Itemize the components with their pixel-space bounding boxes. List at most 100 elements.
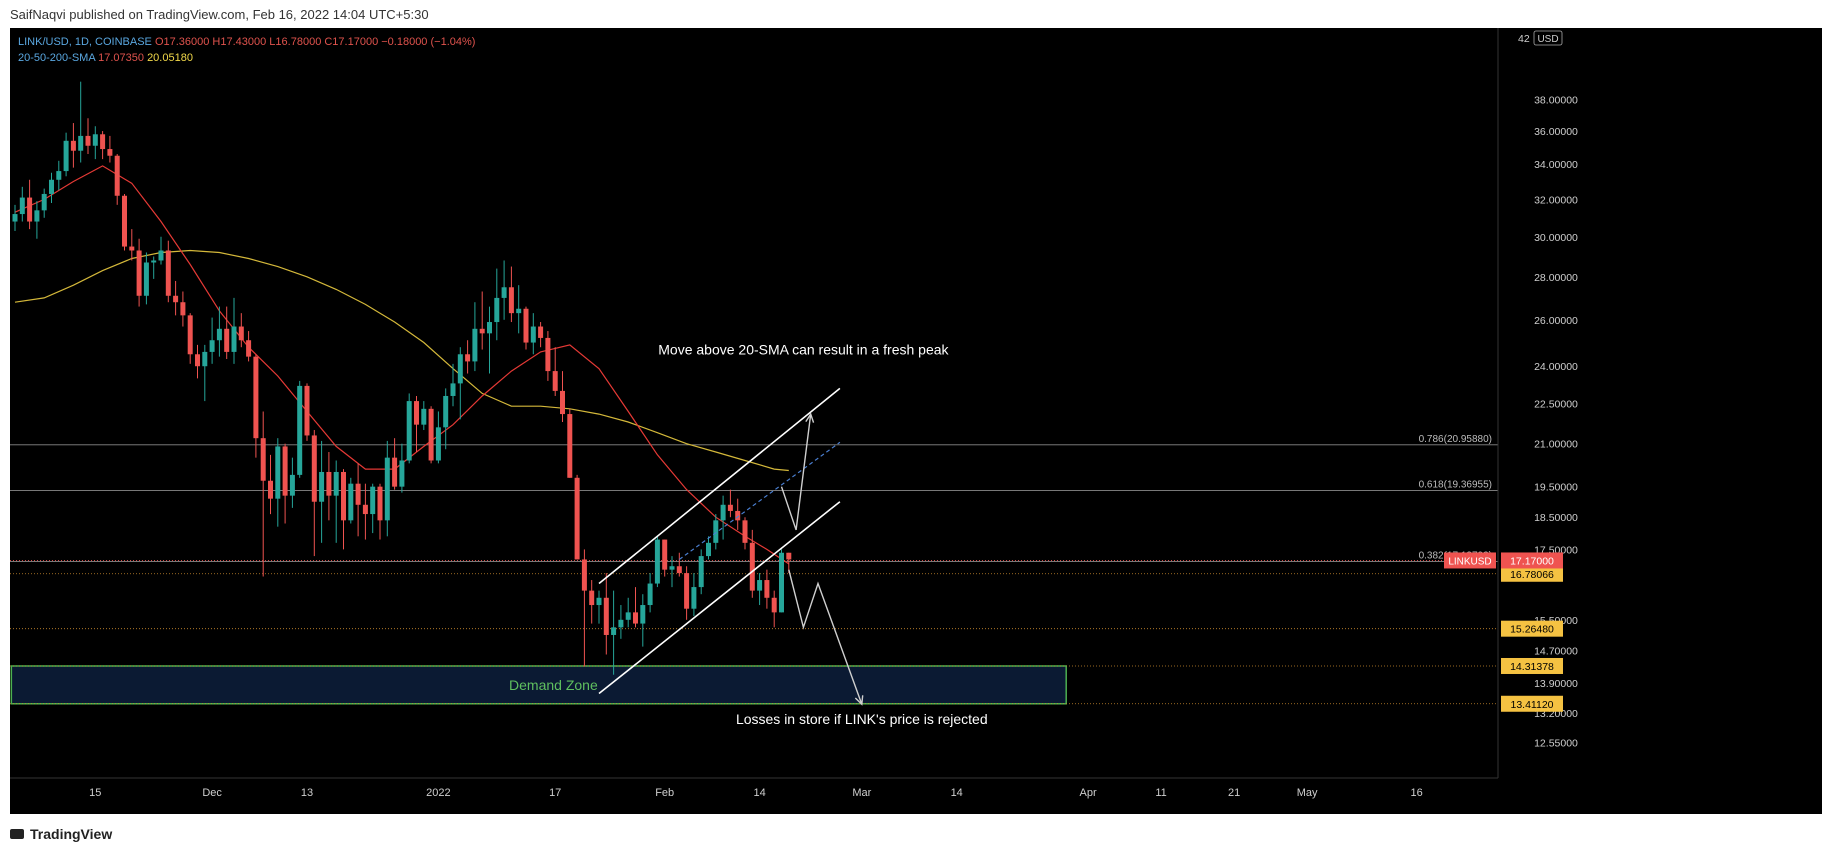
y-tick-label: 13.90000: [1534, 678, 1578, 690]
tradingview-logo-icon: [10, 829, 24, 839]
y-tick-label: 30.00000: [1534, 232, 1578, 244]
candle-body: [304, 385, 310, 436]
symbol-info[interactable]: LINK/USD, 1D, COINBASE: [18, 36, 152, 48]
sma200-value: 20.05180: [147, 52, 193, 64]
candle-body: [479, 328, 485, 334]
candle-body: [706, 542, 711, 557]
candle-body: [676, 566, 682, 574]
x-tick-label: Apr: [1080, 787, 1097, 799]
candle-body: [654, 539, 660, 584]
candle-body: [603, 597, 609, 635]
candle-body: [311, 435, 317, 502]
candle-body: [392, 457, 398, 487]
candle-body: [611, 627, 617, 635]
x-tick-label: 21: [1228, 787, 1240, 799]
annotation-bearish: Losses in store if LINK's price is rejec…: [736, 711, 988, 727]
candle-body: [494, 297, 500, 323]
price-level-badge-label: 15.26480: [1510, 624, 1554, 636]
x-tick-label: 14: [951, 787, 963, 799]
candle-body: [362, 504, 368, 515]
candle-body: [384, 457, 390, 521]
candle-body: [786, 552, 792, 560]
candle-body: [34, 210, 40, 222]
currency-badge: [1533, 30, 1563, 46]
candle-body: [552, 371, 558, 391]
sma20-value: 17.07350: [98, 52, 144, 64]
candle-body: [348, 483, 354, 521]
chart-legend: LINK/USD, 1D, COINBASE O17.36000 H17.430…: [18, 34, 475, 66]
candle-body: [202, 351, 208, 367]
candle-body: [727, 504, 733, 511]
candle-body: [180, 302, 186, 316]
candle-body: [457, 354, 463, 384]
candle-body: [143, 262, 149, 296]
candle-body: [19, 197, 25, 215]
candle-body: [742, 520, 748, 543]
candle-body: [151, 260, 157, 263]
candle-body: [253, 356, 259, 439]
candle-body: [341, 471, 346, 521]
candle-body: [70, 140, 76, 151]
candle-body: [749, 542, 755, 591]
bearish-projection-arrow: [788, 569, 863, 705]
candle-body: [399, 460, 405, 487]
y-tick-label: 21.00000: [1534, 439, 1578, 451]
y-tick-label: 38.00000: [1534, 95, 1578, 107]
y-tick-label: 34.00000: [1534, 159, 1578, 171]
candle-body: [421, 408, 427, 425]
candle-body: [165, 250, 171, 296]
channel-lower-line: [598, 501, 841, 695]
candle-body: [574, 477, 580, 560]
candle-body: [216, 328, 222, 341]
candle-body: [465, 354, 471, 362]
candle-body: [523, 308, 529, 343]
sma-indicator-label[interactable]: 20-50-200-SMA: [18, 52, 96, 64]
candle-body: [720, 504, 726, 521]
candle-body: [530, 326, 536, 343]
last-price-badge: [1501, 552, 1563, 569]
candle-body: [567, 414, 573, 478]
y-tick-label: 28.00000: [1534, 272, 1578, 284]
chart-area[interactable]: Demand Zone 0.786(20.95880) 0.618(19.36955…: [10, 28, 1822, 814]
channel-mid-dashed: [678, 441, 841, 560]
candle-body: [297, 385, 303, 475]
last-price-symbol-badge: [1444, 552, 1496, 569]
candle-body: [85, 135, 91, 146]
candle-body: [669, 566, 675, 570]
candle-body: [508, 287, 514, 314]
price-chart[interactable]: Demand Zone 0.786(20.95880) 0.618(19.36955…: [10, 28, 1822, 814]
candle-body: [41, 193, 47, 211]
candle-body: [545, 337, 551, 372]
candle-body: [282, 446, 288, 496]
bullish-projection-arrow: [780, 414, 812, 531]
x-tick-label: 15: [89, 787, 101, 799]
candle-body: [100, 134, 106, 150]
y-tick-label: 22.50000: [1534, 399, 1578, 411]
price-level-badge-label: 16.78066: [1510, 569, 1554, 581]
price-level-badge: [1501, 565, 1563, 582]
sma-200-line: [14, 249, 789, 472]
candle-body: [414, 401, 419, 425]
x-tick-label: 2022: [426, 787, 450, 799]
ohlc-values: O17.36000 H17.43000 L16.78000 C17.17000 …: [154, 36, 476, 48]
tradingview-brand[interactable]: TradingView: [30, 826, 113, 842]
price-level-badge-label: 13.41120: [1510, 699, 1553, 711]
candle-body: [319, 471, 325, 502]
candle-body: [268, 480, 273, 499]
candle-body: [428, 408, 434, 461]
candle-body: [501, 287, 507, 298]
candle-body: [377, 486, 383, 521]
candle-body: [63, 140, 69, 172]
candle-body: [231, 326, 237, 352]
candle-body: [224, 328, 230, 352]
candle-body: [589, 590, 595, 606]
candle-body: [92, 134, 98, 146]
fib-level-label: 0.786(20.95880): [1419, 434, 1492, 445]
candle-body: [49, 179, 54, 194]
y-tick-label: 19.50000: [1534, 482, 1578, 494]
candle-body: [333, 471, 339, 496]
candle-body: [355, 483, 361, 505]
candle-body: [158, 250, 164, 261]
candle-body: [662, 539, 668, 570]
